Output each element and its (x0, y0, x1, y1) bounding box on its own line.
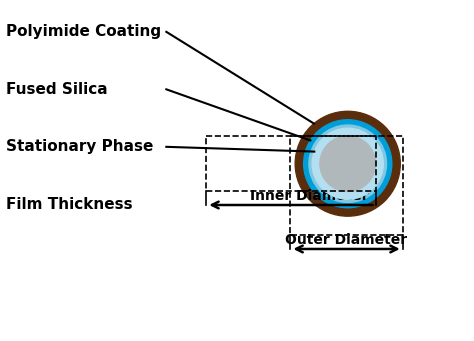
Text: Polyimide Coating: Polyimide Coating (6, 24, 161, 39)
Text: Fused Silica: Fused Silica (6, 82, 108, 97)
Ellipse shape (312, 128, 383, 199)
Text: Inner Diameter: Inner Diameter (250, 189, 369, 203)
Ellipse shape (309, 125, 386, 203)
Text: Film Thickness: Film Thickness (6, 197, 133, 212)
Text: Outer Diameter: Outer Diameter (285, 233, 408, 247)
Ellipse shape (320, 136, 375, 191)
Ellipse shape (295, 111, 400, 216)
Text: Stationary Phase: Stationary Phase (6, 139, 154, 154)
Ellipse shape (304, 120, 392, 208)
